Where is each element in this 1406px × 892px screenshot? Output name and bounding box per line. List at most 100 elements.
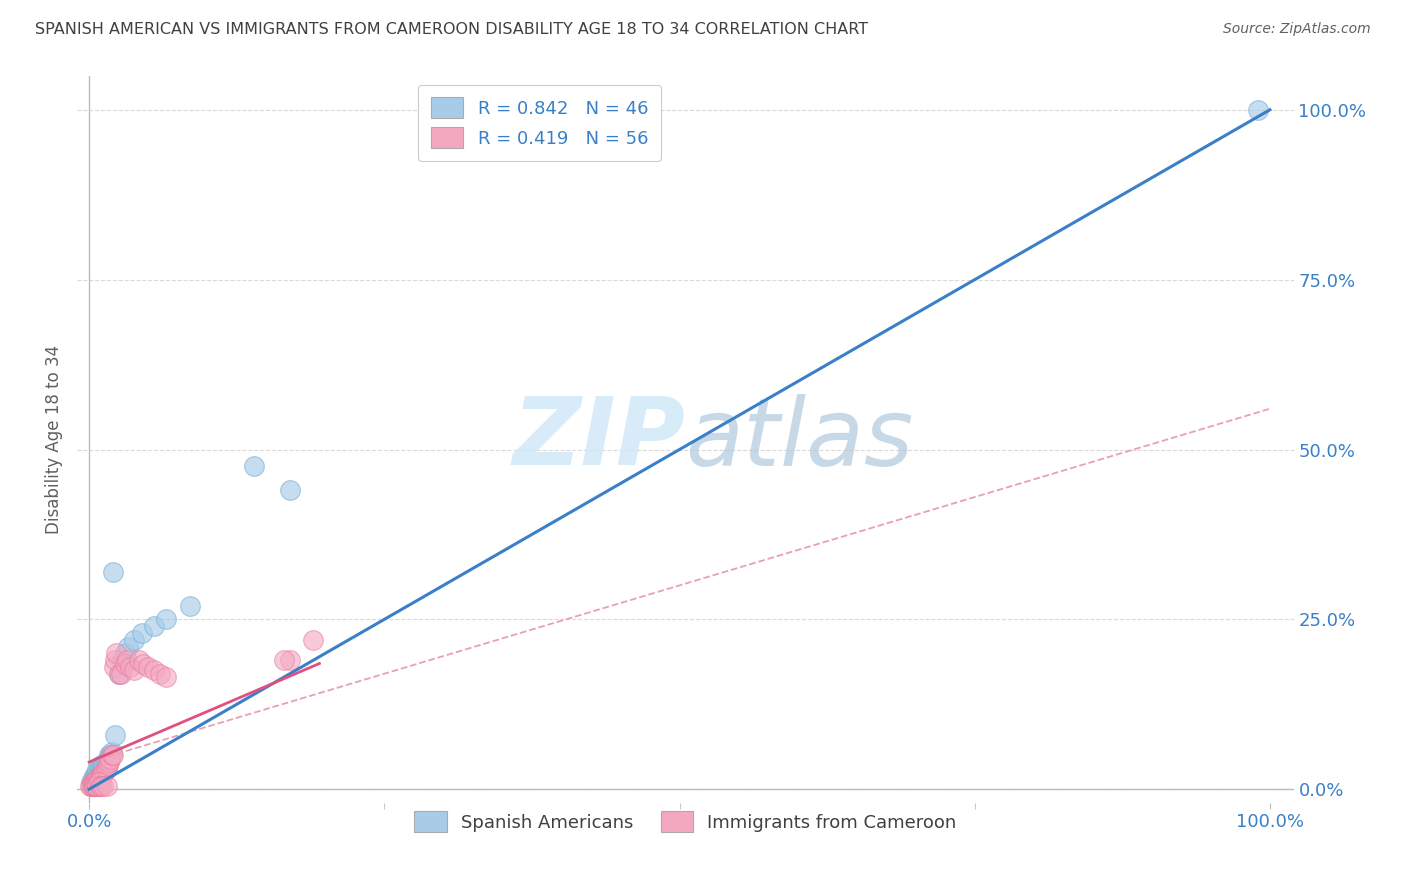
Point bbox=[84, 775, 107, 789]
Point bbox=[86, 765, 108, 780]
Point bbox=[86, 762, 108, 776]
Point bbox=[110, 666, 132, 681]
Point bbox=[104, 728, 127, 742]
Point bbox=[90, 762, 112, 776]
Point bbox=[86, 769, 108, 783]
Point bbox=[87, 769, 110, 783]
Point bbox=[96, 779, 118, 793]
Text: SPANISH AMERICAN VS IMMIGRANTS FROM CAMEROON DISABILITY AGE 18 TO 34 CORRELATION: SPANISH AMERICAN VS IMMIGRANTS FROM CAME… bbox=[35, 22, 869, 37]
Point bbox=[89, 775, 111, 789]
Point bbox=[91, 762, 114, 776]
Point bbox=[94, 762, 117, 776]
Point bbox=[82, 779, 104, 793]
Point bbox=[91, 769, 114, 783]
Point bbox=[98, 748, 121, 763]
Point bbox=[87, 775, 110, 789]
Point bbox=[122, 663, 145, 677]
Point bbox=[89, 769, 111, 783]
Point bbox=[91, 758, 114, 772]
Point bbox=[84, 775, 107, 789]
Point bbox=[91, 765, 114, 780]
Point bbox=[96, 755, 118, 769]
Point bbox=[149, 666, 172, 681]
Point bbox=[155, 670, 177, 684]
Point bbox=[84, 779, 107, 793]
Legend: Spanish Americans, Immigrants from Cameroon: Spanish Americans, Immigrants from Camer… bbox=[402, 798, 969, 845]
Point bbox=[84, 769, 107, 783]
Point bbox=[278, 483, 301, 498]
Point bbox=[87, 765, 110, 780]
Point bbox=[143, 663, 166, 677]
Point bbox=[90, 779, 112, 793]
Point bbox=[86, 779, 108, 793]
Point bbox=[93, 765, 115, 780]
Point bbox=[120, 660, 142, 674]
Point bbox=[83, 779, 105, 793]
Point bbox=[82, 775, 104, 789]
Y-axis label: Disability Age 18 to 34: Disability Age 18 to 34 bbox=[45, 344, 63, 534]
Point bbox=[83, 779, 105, 793]
Point bbox=[104, 653, 127, 667]
Point bbox=[98, 755, 121, 769]
Point bbox=[278, 653, 301, 667]
Point bbox=[101, 565, 124, 579]
Point bbox=[84, 779, 107, 793]
Point bbox=[90, 758, 112, 772]
Point bbox=[243, 459, 266, 474]
Point bbox=[83, 775, 105, 789]
Point bbox=[90, 765, 112, 780]
Point bbox=[136, 660, 159, 674]
Point bbox=[302, 632, 325, 647]
Point bbox=[100, 748, 122, 763]
Point bbox=[273, 653, 295, 667]
Point bbox=[89, 762, 111, 776]
Point bbox=[80, 779, 103, 793]
Point bbox=[89, 772, 111, 786]
Text: atlas: atlas bbox=[686, 393, 914, 485]
Point bbox=[87, 772, 110, 786]
Point bbox=[114, 646, 136, 660]
Point bbox=[117, 640, 139, 654]
Text: Source: ZipAtlas.com: Source: ZipAtlas.com bbox=[1223, 22, 1371, 37]
Point bbox=[100, 748, 122, 763]
Point bbox=[132, 657, 155, 671]
Point bbox=[82, 772, 104, 786]
Point bbox=[97, 751, 120, 765]
Point bbox=[84, 769, 107, 783]
Point bbox=[84, 779, 107, 793]
Point bbox=[87, 762, 110, 776]
Point bbox=[89, 779, 111, 793]
Text: ZIP: ZIP bbox=[513, 393, 686, 485]
Point bbox=[91, 765, 114, 780]
Point bbox=[179, 599, 201, 613]
Point bbox=[101, 748, 124, 763]
Point bbox=[84, 779, 107, 793]
Point bbox=[84, 772, 107, 786]
Point bbox=[83, 769, 105, 783]
Point bbox=[90, 769, 112, 783]
Point bbox=[90, 772, 112, 786]
Point bbox=[115, 653, 138, 667]
Point bbox=[87, 775, 110, 789]
Point bbox=[111, 653, 134, 667]
Point bbox=[86, 779, 108, 793]
Point bbox=[86, 772, 108, 786]
Point bbox=[105, 646, 128, 660]
Point bbox=[100, 745, 122, 759]
Point bbox=[80, 775, 103, 789]
Point bbox=[79, 779, 101, 793]
Point bbox=[107, 666, 129, 681]
Point bbox=[93, 758, 115, 772]
Point bbox=[155, 612, 177, 626]
Point bbox=[122, 632, 145, 647]
Point bbox=[82, 779, 104, 793]
Point bbox=[91, 762, 114, 776]
Point bbox=[114, 657, 136, 671]
Point bbox=[100, 751, 122, 765]
Point bbox=[91, 779, 114, 793]
Point bbox=[82, 779, 104, 793]
Point bbox=[107, 666, 129, 681]
Point bbox=[94, 755, 117, 769]
Point bbox=[131, 626, 153, 640]
Point bbox=[84, 779, 107, 793]
